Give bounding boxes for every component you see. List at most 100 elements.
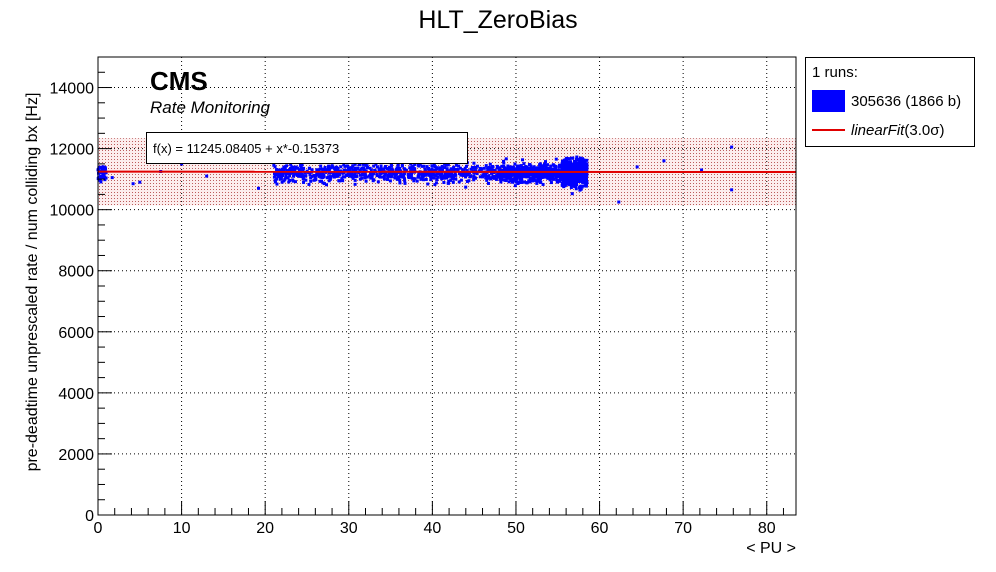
data-point [580,175,584,179]
data-point [574,164,578,168]
data-point [574,187,578,191]
data-point [351,176,355,180]
data-point [398,166,402,170]
data-point [99,174,103,178]
data-point [354,168,358,172]
data-point [358,177,362,181]
data-point [332,175,336,179]
legend-label-fit-sigma: (3.0σ) [904,121,945,139]
legend-swatch-run [812,90,845,112]
data-point [361,172,365,176]
data-point [518,177,522,181]
data-point [364,169,368,173]
y-tick-label: 4000 [58,386,94,403]
data-point [495,174,499,178]
data-point [524,175,528,179]
data-point [310,168,314,172]
data-point [581,162,585,166]
data-point [291,179,295,183]
data-point [281,174,285,178]
data-point [272,172,276,176]
data-point [396,175,400,179]
data-point [580,160,584,164]
data-point [500,164,504,168]
data-point [294,165,298,169]
data-point [538,180,542,184]
data-point [432,176,436,180]
data-point [328,177,332,181]
data-point [382,177,386,181]
data-point [400,175,404,179]
data-point [441,165,445,169]
data-point [522,172,526,176]
data-point [547,173,551,177]
data-point [472,161,476,165]
data-point [526,166,530,170]
data-point [273,180,277,184]
y-tick-label: 14000 [50,81,95,98]
data-point [279,168,283,172]
data-point [353,166,357,170]
data-point [431,173,435,177]
data-point [336,166,340,170]
data-point [408,166,412,170]
data-point [531,175,535,179]
data-point [444,163,448,167]
data-point [389,164,393,168]
data-point [378,175,382,179]
data-point [578,188,582,192]
data-point [502,167,506,171]
data-point [328,175,332,179]
data-point [422,171,426,175]
data-point [329,166,333,170]
data-point [402,177,406,181]
data-point [571,162,575,166]
data-point [485,178,489,182]
data-point [280,180,284,184]
x-tick-label: 60 [591,520,609,537]
data-point [351,168,355,172]
data-point [502,174,506,178]
data-point-outlier [256,186,260,190]
data-point [479,168,483,172]
data-point [486,181,490,185]
data-point [488,162,492,166]
data-point [585,172,589,176]
data-point [500,174,504,178]
data-point [442,176,446,180]
data-point [428,172,432,176]
data-point [562,159,566,163]
data-point [470,166,474,170]
x-tick-label: 0 [94,520,103,537]
data-point [474,165,478,169]
data-point [581,157,585,161]
data-point [393,176,397,180]
data-point [412,179,416,183]
data-point [494,177,498,181]
data-point [528,163,532,167]
data-point [320,171,324,175]
data-point [489,177,493,181]
data-point [382,174,386,178]
data-point [290,166,294,170]
data-point [370,173,374,177]
data-point [428,173,432,177]
data-point [289,162,293,166]
data-point [353,162,357,166]
data-point [504,179,508,183]
data-point [535,181,539,185]
data-point [318,172,322,176]
data-point [485,174,489,178]
data-point [373,168,377,172]
data-point [573,159,577,163]
data-point [302,175,306,179]
data-point [435,178,439,182]
data-point [454,167,458,171]
data-point [538,178,542,182]
data-point [564,157,568,161]
data-point [454,163,458,167]
data-point [484,164,488,168]
data-point [423,169,427,173]
data-point [273,165,277,169]
data-point [283,166,287,170]
